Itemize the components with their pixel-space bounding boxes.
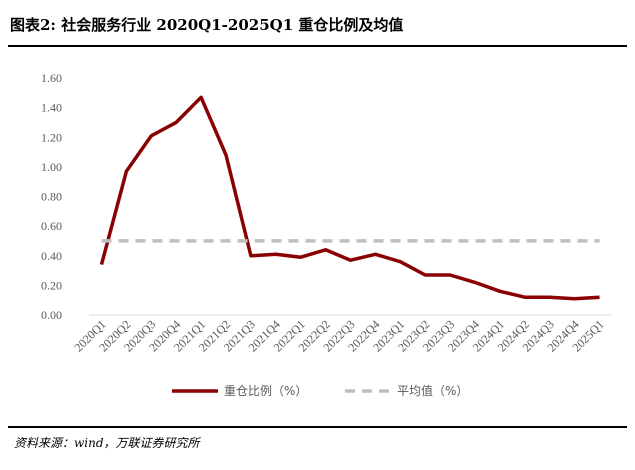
chart-title: 图表2: 社会服务行业 2020Q1-2025Q1 重仓比例及均值: [10, 16, 404, 34]
y-tick-label: 1.00: [41, 160, 62, 174]
y-tick-label: 0.20: [41, 278, 62, 292]
y-tick-label: 0.60: [41, 219, 62, 233]
series-line-holding-ratio: [99, 95, 600, 301]
y-axis-ticks: 0.00 0.20 0.40 0.60 0.80 1.00 1.20 1.40 1.60: [41, 71, 62, 322]
y-tick-label: 0.00: [41, 308, 62, 322]
source-note: 资料来源：wind，万联证券研究所: [14, 436, 200, 450]
y-tick-label: 0.40: [41, 249, 62, 263]
y-tick-label: 1.60: [41, 71, 62, 85]
legend-label-holding-ratio: 重仓比例（%）: [224, 384, 307, 398]
series-group: [99, 95, 600, 301]
legend-label-average: 平均值（%）: [397, 383, 468, 398]
y-tick-label: 1.20: [41, 130, 62, 144]
x-axis-ticks: 2020Q12020Q22020Q32020Q42021Q12021Q22021…: [71, 317, 606, 354]
bottom-rule: [8, 426, 627, 428]
y-tick-label: 0.80: [41, 190, 62, 204]
y-tick-label: 1.40: [41, 101, 62, 115]
legend: 重仓比例（%） 平均值（%）: [172, 383, 468, 398]
top-rule: [8, 45, 627, 47]
